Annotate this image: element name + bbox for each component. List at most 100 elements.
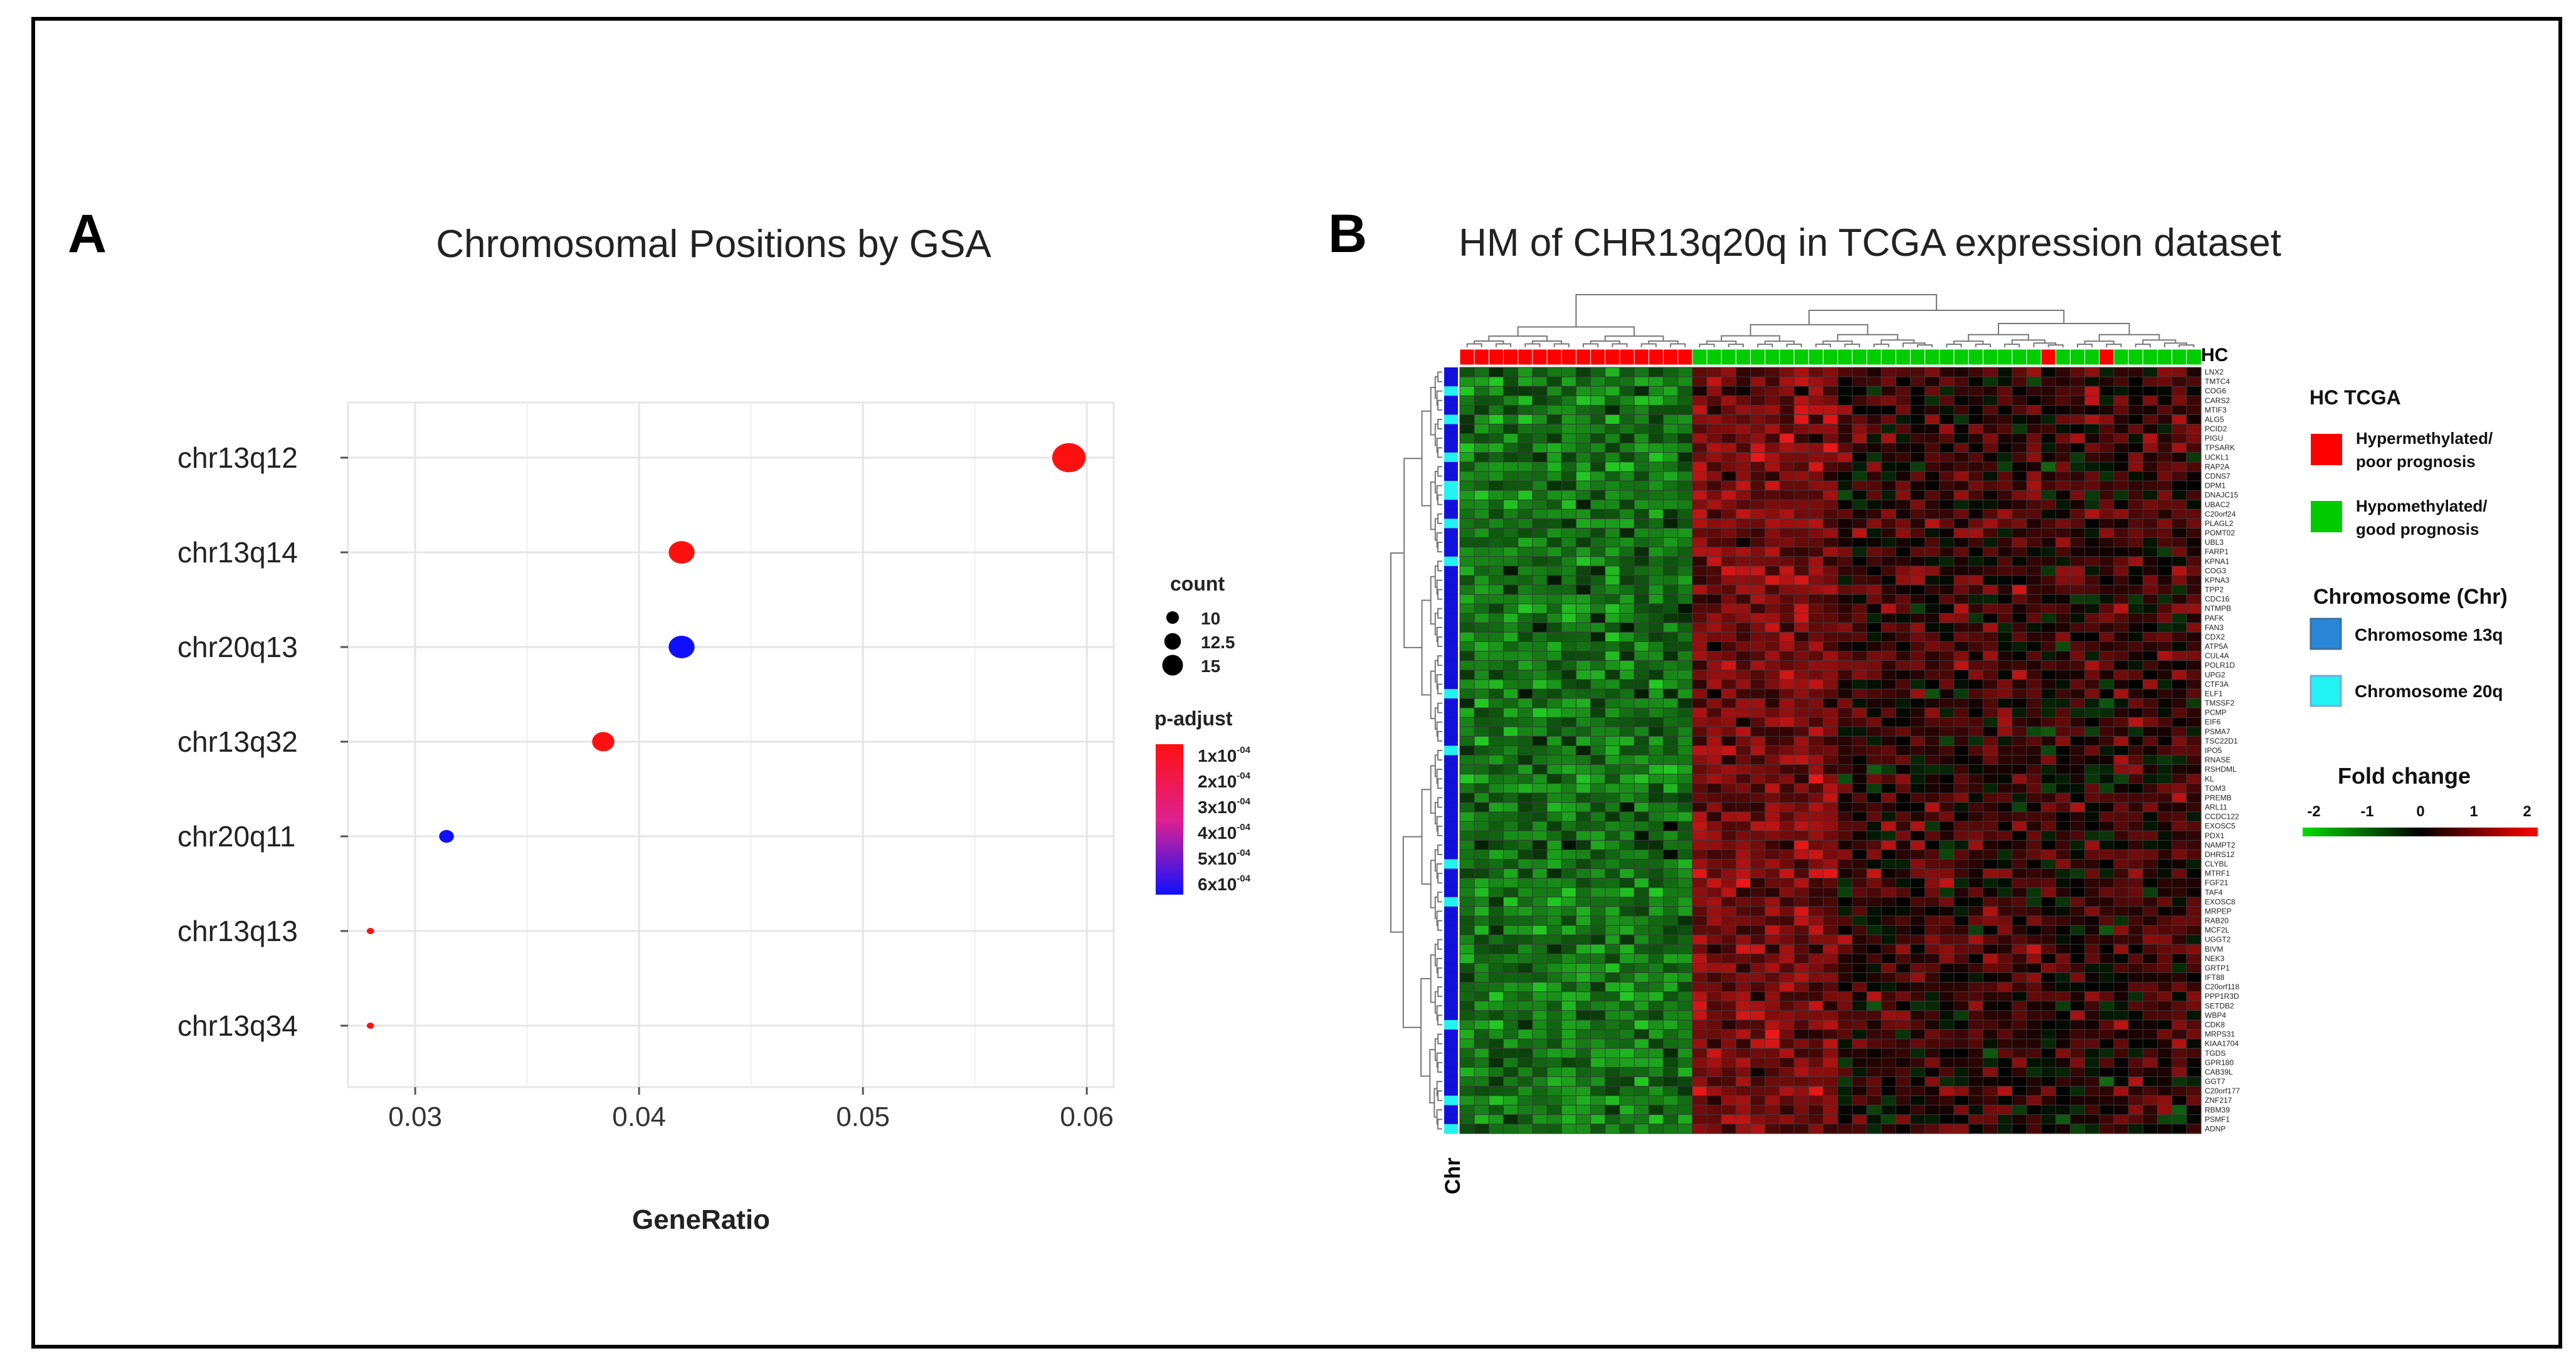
heatmap-cell xyxy=(1576,386,1592,396)
heatmap-cell xyxy=(1852,972,1867,983)
heatmap-cell xyxy=(1547,925,1562,935)
heatmap-cell xyxy=(2172,821,2187,831)
heatmap-cell xyxy=(1561,604,1577,614)
heatmap-cell xyxy=(2070,963,2086,974)
heatmap-cell xyxy=(2186,471,2202,481)
heatmap-cell xyxy=(2143,660,2158,671)
heatmap-cell xyxy=(2172,850,2187,860)
heatmap-cell xyxy=(1997,604,2013,614)
scatter-y-tick-labels: chr13q12chr13q14chr20q13chr13q32chr20q11… xyxy=(177,441,348,1042)
heatmap-cell xyxy=(1968,1076,1983,1087)
padjust-colorbar xyxy=(1156,744,1183,895)
heatmap-cell xyxy=(1619,887,1635,898)
heatmap-cell xyxy=(1474,367,1489,377)
heatmap-cell xyxy=(2157,367,2173,377)
y-tick-label: chr13q12 xyxy=(177,441,298,474)
heatmap-cell xyxy=(2157,736,2173,747)
heatmap-cell xyxy=(1677,1039,1693,1049)
heatmap-cell xyxy=(1736,594,1751,604)
heatmap-cell xyxy=(1561,755,1577,766)
heatmap-cell xyxy=(1794,736,1809,747)
heatmap-cell xyxy=(1460,991,1475,1002)
heatmap-cell xyxy=(1765,868,1780,879)
heatmap-cell xyxy=(1968,688,1983,699)
heatmap-cell xyxy=(1794,518,1809,529)
heatmap-cell xyxy=(1619,1058,1635,1068)
heatmap-cell xyxy=(1968,717,1983,727)
heatmap-cell xyxy=(2012,566,2027,576)
heatmap-cell xyxy=(2012,1086,2027,1097)
heatmap-cell xyxy=(1677,736,1693,747)
heatmap-cell xyxy=(1837,367,1853,377)
heatmap-cell xyxy=(1532,963,1548,974)
heatmap-cell xyxy=(1924,386,1940,396)
heatmap-cell xyxy=(2026,537,2042,548)
heatmap-cell xyxy=(1881,1058,1896,1068)
heatmap-cell xyxy=(1721,1058,1736,1068)
heatmap-cell xyxy=(2012,1019,2027,1030)
heatmap-cell xyxy=(1503,623,1519,633)
heatmap-cell xyxy=(1707,698,1722,708)
heatmap-cell xyxy=(1561,764,1577,775)
heatmap-cell xyxy=(1605,755,1620,766)
heatmap-cell xyxy=(1649,1058,1664,1068)
heatmap-cell xyxy=(2026,651,2042,661)
heatmap-cell xyxy=(1983,963,1998,974)
heatmap-cell xyxy=(1866,717,1882,727)
heatmap-cell xyxy=(1808,736,1824,747)
heatmap-cell xyxy=(1460,651,1475,661)
heatmap-cell xyxy=(1881,566,1896,576)
heatmap-cell xyxy=(1576,1067,1592,1078)
heatmap-cell xyxy=(1692,377,1708,387)
heatmap-cell xyxy=(1489,831,1504,841)
heatmap-cell xyxy=(1460,708,1475,718)
heatmap-cell xyxy=(1823,509,1839,519)
heatmap-cell xyxy=(1721,963,1736,974)
heatmap-cell xyxy=(1896,632,1911,643)
heatmap-cell xyxy=(1634,1019,1649,1030)
heatmap-cell xyxy=(1765,405,1780,416)
heatmap-cell xyxy=(1518,745,1533,756)
heatmap-cell xyxy=(2012,774,2027,784)
heatmap-cell xyxy=(1750,1039,1766,1049)
heatmap-cell xyxy=(1619,1095,1635,1106)
heatmap-cell xyxy=(1576,471,1592,481)
heatmap-cell xyxy=(1561,783,1577,794)
heatmap-cell xyxy=(1910,698,1926,708)
heatmap-cell xyxy=(1692,623,1708,633)
heatmap-cell xyxy=(1939,1019,1955,1030)
heatmap-cell xyxy=(1954,679,1969,690)
heatmap-cell xyxy=(1794,792,1809,803)
row-annotation-cell xyxy=(1444,509,1458,519)
column-dendrogram xyxy=(1466,294,2195,347)
heatmap-cell xyxy=(1896,868,1911,879)
gene-label: PDX1 xyxy=(2205,831,2225,840)
column-annotation-cell xyxy=(2113,349,2130,366)
heatmap-cell xyxy=(1721,897,1736,907)
heatmap-cell xyxy=(1954,575,1969,586)
heatmap-cell xyxy=(1677,670,1693,680)
heatmap-cell xyxy=(2128,935,2143,945)
row-annotation-cell xyxy=(1444,594,1458,604)
heatmap-cell xyxy=(1489,935,1504,945)
heatmap-cell xyxy=(2157,1067,2173,1078)
heatmap-cell xyxy=(1997,840,2013,851)
heatmap-cell xyxy=(1547,1010,1562,1021)
heatmap-cell xyxy=(1561,868,1577,879)
heatmap-cell xyxy=(2070,868,2086,879)
heatmap-cell xyxy=(1794,433,1809,444)
heatmap-cell xyxy=(1634,414,1649,425)
heatmap-cell xyxy=(2012,641,2027,652)
heatmap-cell xyxy=(2056,414,2071,425)
heatmap-cell xyxy=(2026,414,2042,425)
heatmap-cell xyxy=(1954,537,1969,548)
heatmap-cell xyxy=(1721,954,1736,964)
heatmap-cell xyxy=(2157,859,2173,870)
heatmap-cell xyxy=(1866,641,1882,652)
heatmap-cell xyxy=(1750,594,1766,604)
heatmap-cell xyxy=(2012,556,2027,567)
heatmap-cell xyxy=(1866,1123,1882,1134)
heatmap-cell xyxy=(2143,424,2158,434)
heatmap-cell xyxy=(1503,452,1519,463)
